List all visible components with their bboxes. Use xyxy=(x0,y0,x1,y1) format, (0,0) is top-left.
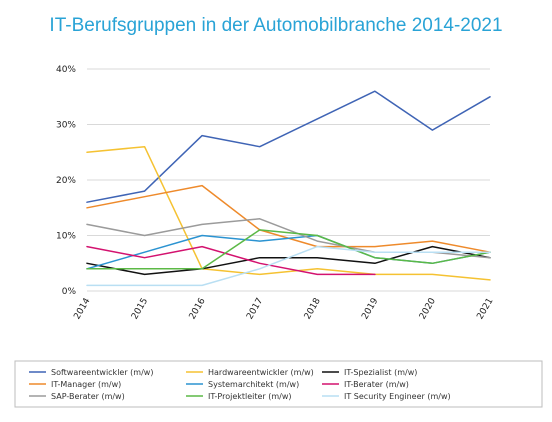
series-lines xyxy=(86,90,491,287)
legend-item: SAP-Berater (m/w) xyxy=(29,392,125,401)
legend-label: Softwareentwickler (m/w) xyxy=(51,368,153,377)
legend-label: IT-Projektleiter (m/w) xyxy=(208,392,292,401)
series-line-1 xyxy=(86,145,491,281)
legend-item: Softwareentwickler (m/w) xyxy=(29,368,153,377)
legend-label: SAP-Berater (m/w) xyxy=(51,392,125,401)
y-axis-ticks: 0% 10% 20% 30% 40% xyxy=(56,65,76,297)
series-line-7 xyxy=(86,229,491,270)
legend-label: IT Security Engineer (m/w) xyxy=(344,392,451,401)
series-line-3 xyxy=(86,184,491,253)
series-line-5 xyxy=(86,245,376,276)
legend-item: IT-Berater (m/w) xyxy=(322,380,409,389)
y-tick-label: 20% xyxy=(56,176,76,186)
series-line-0 xyxy=(86,90,491,203)
y-tick-label: 10% xyxy=(56,232,76,242)
legend-item: IT-Manager (m/w) xyxy=(29,380,121,389)
x-tick-label: 2016 xyxy=(188,296,208,321)
legend-box xyxy=(14,360,543,408)
legend-label: IT-Manager (m/w) xyxy=(51,380,121,389)
legend-item: IT Security Engineer (m/w) xyxy=(322,392,451,401)
legend-label: Systemarchitekt (m/w) xyxy=(208,380,299,389)
legend-item: Systemarchitekt (m/w) xyxy=(186,380,299,389)
x-tick-label: 2015 xyxy=(130,297,150,322)
legend: Softwareentwickler (m/w) Hardwareentwickl… xyxy=(14,360,543,408)
chart-title: IT-Berufsgruppen in der Automobilbranche… xyxy=(49,15,502,36)
y-tick-label: 40% xyxy=(56,65,76,75)
x-axis-ticks: 2014 2015 2016 2017 2018 2019 2020 2021 xyxy=(72,296,495,321)
legend-label: IT-Spezialist (m/w) xyxy=(344,368,417,377)
series-line-8 xyxy=(86,245,491,287)
legend-label: Hardwareentwickler (m/w) xyxy=(208,368,314,377)
x-tick-label: 2021 xyxy=(475,297,495,322)
x-tick-label: 2018 xyxy=(303,296,323,321)
legend-label: IT-Berater (m/w) xyxy=(344,380,409,389)
y-tick-label: 0% xyxy=(62,287,77,297)
y-tick-label: 30% xyxy=(56,121,76,131)
legend-item: IT-Spezialist (m/w) xyxy=(322,368,417,377)
x-tick-label: 2019 xyxy=(360,296,380,321)
x-tick-label: 2014 xyxy=(72,296,92,321)
legend-item: Hardwareentwickler (m/w) xyxy=(186,368,314,377)
x-tick-label: 2017 xyxy=(245,297,265,322)
x-tick-label: 2020 xyxy=(418,296,438,321)
legend-item: IT-Projektleiter (m/w) xyxy=(186,392,292,401)
